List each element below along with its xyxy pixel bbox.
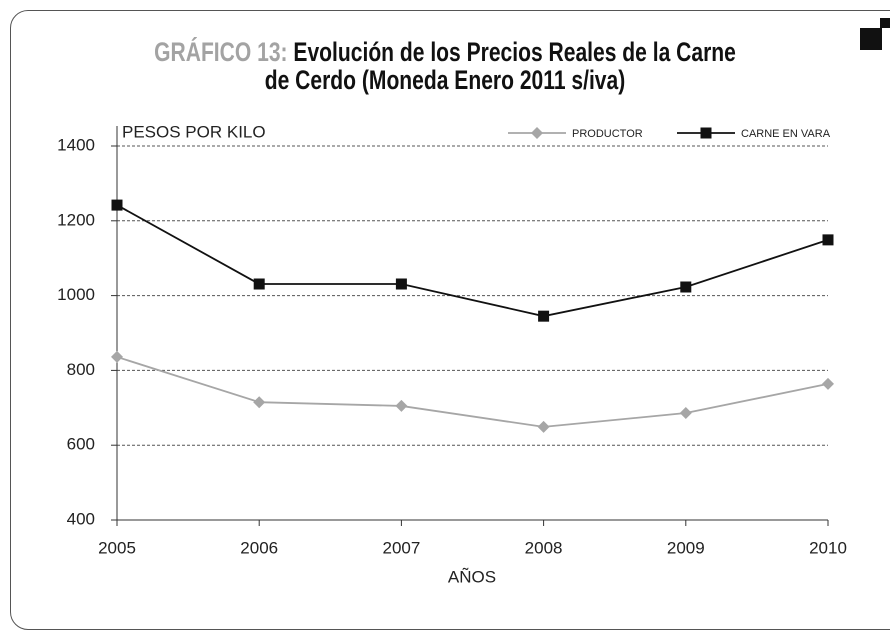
marker [111,350,123,363]
marker [253,396,266,409]
marker [680,281,692,293]
chart-title: GRÁFICO 13: Evolución de los Precios Rea… [149,38,742,94]
y-tick-label: 600 [67,435,95,454]
x-tick-label: 2009 [667,538,705,557]
marker [395,399,408,412]
title-text: Evolución de los Precios Reales de la Ca… [264,37,736,95]
decoration [860,28,882,50]
legend-marker [700,127,712,139]
y-tick-label: 800 [67,360,95,379]
marker [822,234,834,246]
chart: PESOS POR KILO AÑOS 400 600 800 1000 1200 140… [57,122,847,586]
y-tick-label: 1000 [57,285,95,304]
y-tick-label: 1400 [57,135,95,154]
x-tick-label: 2008 [525,538,563,557]
marker [822,377,834,390]
y-axis-label: PESOS POR KILO [122,122,266,141]
x-tick-label: 2010 [809,538,847,557]
page: {"chart_data": {"type": "line", "title_p… [10,10,890,630]
x-tick-label: 2005 [98,538,136,557]
marker [679,407,692,420]
title-prefix: GRÁFICO 13: [154,37,288,67]
legend-label: PRODUCTOR [572,128,643,140]
legend-label: CARNE EN VARA [741,128,831,140]
x-tick-label: 2006 [240,538,278,557]
marker [537,420,550,433]
y-tick-label: 400 [67,509,95,528]
marker [253,278,265,290]
line [116,204,829,318]
decoration [880,18,890,28]
y-tick-label: 1200 [57,210,95,229]
marker [538,310,550,322]
line [116,356,829,428]
x-axis-label: AÑOS [448,567,496,586]
marker [395,278,407,290]
marker [111,199,123,211]
x-tick-label: 2007 [382,538,420,557]
legend-marker [531,127,543,139]
